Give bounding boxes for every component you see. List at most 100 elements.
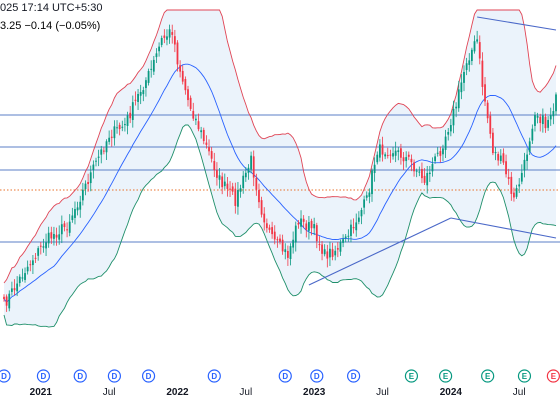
candle-body [244, 172, 247, 178]
x-tick-label-7: Jul [513, 387, 526, 398]
candle-body [108, 137, 111, 142]
candle-body [84, 183, 87, 190]
dividend-marker-label: D [314, 372, 320, 381]
dividend-marker-label: D [1, 372, 7, 381]
candle-body [181, 70, 184, 82]
candle-body [552, 111, 555, 117]
candle-body [81, 189, 84, 201]
candle-body [97, 156, 100, 158]
candle-body [284, 249, 287, 253]
candle-body [386, 155, 389, 157]
basis-line [3, 63, 557, 303]
candle-body [449, 125, 452, 132]
candle-body [300, 218, 302, 227]
candle-body [515, 188, 518, 197]
candle-body [499, 155, 502, 161]
candle-body [371, 170, 373, 195]
candle-body [221, 176, 224, 188]
candle-body [373, 164, 376, 174]
dividend-marker-label: D [146, 372, 152, 381]
x-tick-label-1: Jul [103, 387, 116, 398]
candle-body [124, 124, 126, 126]
candle-body [507, 177, 510, 179]
candle-body [323, 249, 326, 255]
candle-body [29, 264, 32, 266]
candle-body [5, 296, 8, 306]
candle-body [308, 222, 310, 231]
candle-body [218, 175, 221, 180]
candle-body [549, 115, 552, 120]
candle-body [523, 159, 526, 171]
candle-body [489, 115, 492, 134]
dividend-marker-label: D [77, 372, 83, 381]
candle-body [465, 63, 468, 71]
candle-body [234, 188, 237, 206]
candle-body [271, 227, 274, 235]
candle-body [329, 248, 331, 258]
candle-body [102, 150, 105, 152]
earnings-marker-label: E [443, 372, 449, 381]
candle-body [347, 235, 350, 237]
candle-body [37, 248, 40, 256]
earnings-alt-marker-label: E [551, 372, 557, 381]
candle-body [113, 126, 116, 139]
candle-body [297, 222, 300, 225]
candle-body [231, 186, 234, 192]
trendline-1 [450, 217, 557, 239]
candle-body [536, 115, 539, 118]
candle-body [544, 116, 547, 129]
candle-body [423, 175, 426, 183]
candle-body [202, 129, 205, 142]
candle-body [250, 155, 252, 170]
candle-body [118, 124, 121, 130]
candle-body [8, 293, 11, 309]
candle-body [55, 234, 58, 238]
candle-body [263, 213, 266, 223]
candle-body [486, 102, 489, 119]
candle-body [187, 89, 189, 101]
candle-body [331, 249, 334, 257]
header-time: 025 17:14 UTC+5:30 [0, 2, 103, 14]
candle-body [208, 147, 210, 152]
candle-body [273, 231, 276, 240]
candle-body [360, 209, 363, 217]
candle-body [197, 121, 200, 130]
candle-body [286, 250, 289, 258]
candle-body [47, 232, 50, 244]
candle-body [145, 80, 147, 89]
candle-body [60, 224, 63, 235]
candle-body [460, 82, 463, 93]
candle-body [342, 239, 344, 243]
candle-body [352, 227, 355, 229]
candle-body [402, 157, 405, 162]
candle-body [79, 201, 82, 210]
candle-body [405, 157, 408, 161]
candle-body [492, 132, 494, 154]
candle-body [189, 97, 192, 109]
x-tick-label-5: Jul [376, 387, 389, 398]
candle-body [226, 183, 229, 189]
candle-body [381, 144, 384, 155]
candle-body [150, 68, 153, 70]
candle-body [505, 161, 507, 175]
candle-body [126, 115, 129, 126]
candle-body [45, 242, 47, 249]
candle-body [18, 276, 21, 284]
earnings-marker-0 [404, 369, 419, 383]
candle-body [223, 181, 226, 187]
candle-body [468, 60, 471, 65]
candle-body [534, 114, 536, 126]
candle-body [497, 154, 500, 161]
candle-body [252, 156, 255, 178]
candle-body [210, 151, 213, 159]
candle-body [155, 53, 158, 58]
candle-body [171, 32, 174, 35]
earnings-marker-3 [517, 369, 532, 383]
candle-body [192, 110, 195, 119]
dividend-marker-0 [0, 369, 11, 383]
candle-body [463, 71, 465, 83]
candle-body [160, 37, 163, 45]
candle-body [68, 221, 71, 233]
